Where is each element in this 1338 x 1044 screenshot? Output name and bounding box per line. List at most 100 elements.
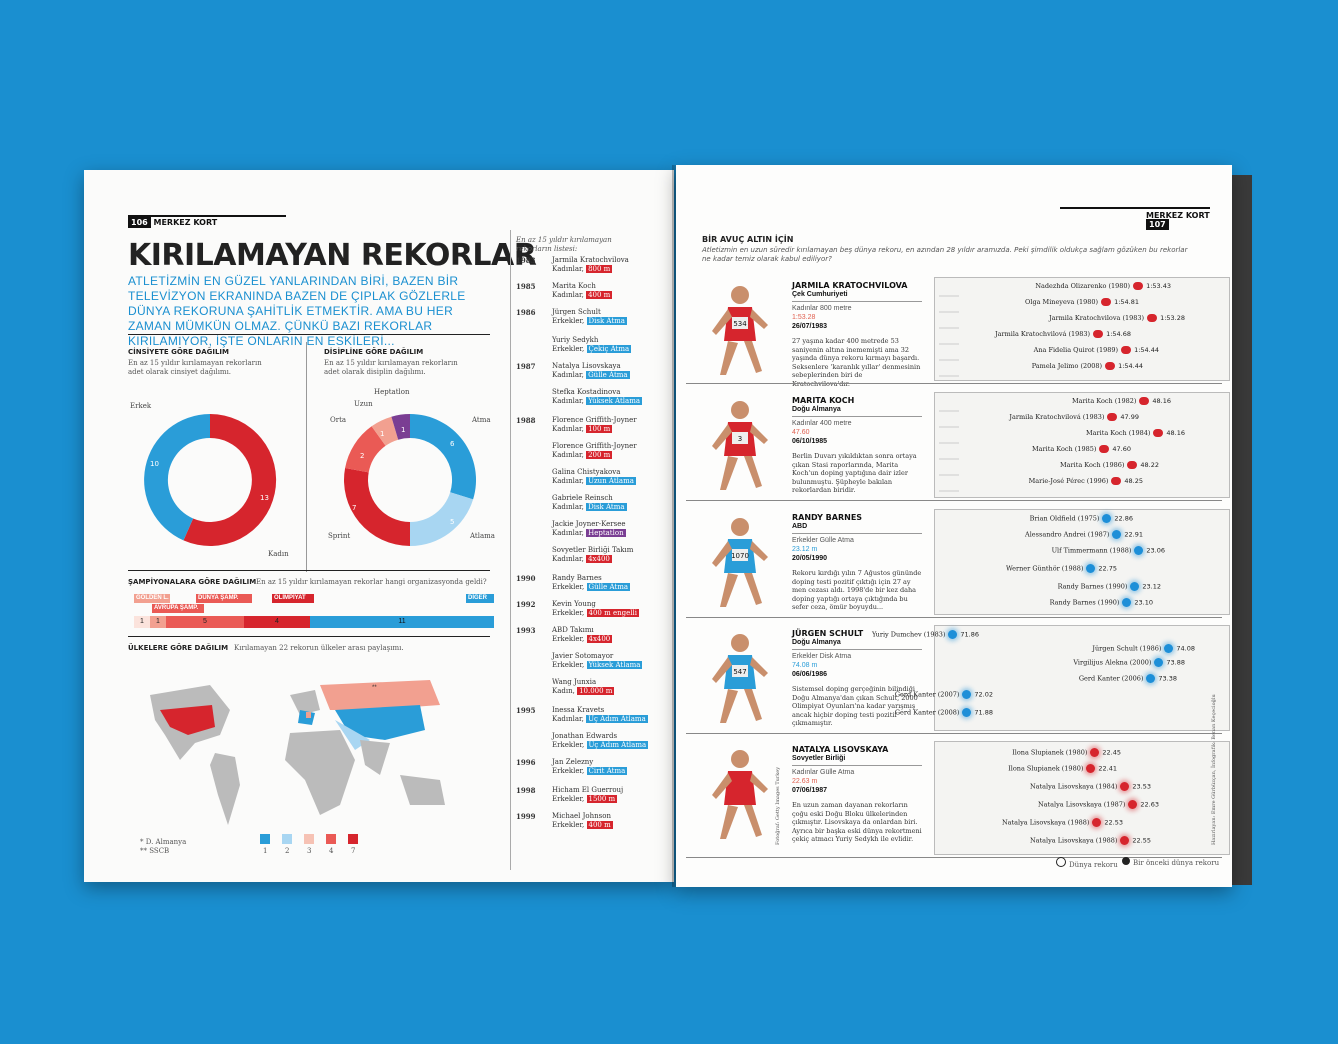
record-category: Erkekler,	[552, 635, 585, 643]
time-marker	[1093, 330, 1104, 338]
entry-athlete: Virgilijus Alekna (2000)	[1073, 658, 1152, 667]
sprint-label: Sprint	[328, 532, 351, 540]
circle-icon	[1122, 857, 1130, 865]
seg-atma	[410, 414, 477, 500]
record-category: Kadın,	[552, 687, 575, 695]
athlete-story: 27 yaşına kadar 400 metrede 53 saniyenin…	[792, 337, 921, 388]
champ-desc: En az 15 yıldır kırılamayan rekorlar han…	[256, 578, 487, 586]
seg-olympics: 4	[244, 616, 310, 628]
athlete-country: Çek Cumhuriyeti	[792, 291, 848, 298]
entry-value: 1:54.81	[1114, 298, 1139, 306]
distance-marker	[1130, 582, 1140, 591]
countries-desc: Kırılamayan 22 rekorun ülkeler arası pay…	[234, 644, 404, 652]
entry-athlete: Marita Koch (1982)	[1072, 397, 1137, 405]
record-name: Jarmila Kratochvilova	[552, 256, 629, 264]
entry-value: 73.38	[1158, 674, 1177, 683]
record-event: 200 m	[586, 451, 613, 459]
uzun-label: Uzun	[354, 400, 373, 408]
time-marker	[1099, 445, 1110, 453]
record-entry: Marie-José Pérec (1996) 48.25	[1029, 477, 1143, 485]
divider	[792, 533, 922, 534]
record-event-line: Kadınlar, 800 m	[552, 265, 613, 274]
athlete-record: 74.08 m	[792, 662, 818, 669]
record-event-line: Kadınlar, 4x400	[552, 555, 612, 564]
record-category: Erkekler,	[552, 821, 585, 829]
record-name: Florence Griffith-Joyner	[552, 442, 637, 450]
record-event-line: Erkekler, Üç Adım Atlama	[552, 741, 649, 750]
record-event-line: Erkekler, Yüksek Atlama	[552, 661, 643, 670]
legend-4	[326, 834, 336, 844]
spread-heading: BİR AVUÇ ALTIN İÇİN	[702, 235, 794, 244]
entry-value: 23.10	[1134, 598, 1153, 607]
record-entry: Jarmila Kratochvilova (1983) 1:53.28	[1049, 314, 1185, 322]
entry-value: 1:54.44	[1134, 346, 1159, 354]
distance-marker	[1120, 782, 1130, 791]
athlete-photo: 3	[712, 401, 768, 490]
male-value: 10	[150, 460, 159, 468]
bib-number: 3	[738, 435, 742, 443]
records-intro: En az 15 yıldır kırılamayan rekorların l…	[516, 236, 612, 253]
entry-value: 22.53	[1104, 818, 1123, 827]
record-entry: Marita Koch (1986) 48.22	[1060, 461, 1159, 469]
column-divider	[306, 342, 307, 572]
record-event-line: Kadınlar, Yüksek Atlama	[552, 397, 643, 406]
donut-male	[144, 414, 210, 541]
entry-athlete: Gerd Kanter (2007)	[894, 690, 960, 699]
record-name: Jackie Joyner-Kersee	[552, 520, 626, 528]
time-marker	[1101, 298, 1112, 306]
entry-athlete: Jarmila Kratochvilová (1983)	[995, 330, 1091, 338]
athlete-story: Sistemsel doping gerçeğinin bilindiği Do…	[792, 685, 918, 727]
folio-right: MERKEZ KORT 107	[1146, 211, 1232, 230]
entry-value: 73.88	[1166, 658, 1185, 667]
athlete-story: Berlin Duvarı yıkıldıktan sonra ortaya ç…	[792, 452, 917, 494]
record-event-line: Erkekler, Gülle Atma	[552, 583, 631, 592]
legend-7	[348, 834, 358, 844]
entry-value: 22.86	[1114, 514, 1133, 523]
athlete-story: En uzun zaman dayanan rekorların çoğu es…	[792, 801, 922, 843]
record-entry: Marita Koch (1984) 48.16	[1086, 429, 1185, 437]
record-name: Javier Sotomayor	[552, 652, 614, 660]
record-event-line: Kadınlar, Gülle Atma	[552, 371, 630, 380]
record-entry: Natalya Lisovskaya (1988) 22.55	[1030, 836, 1151, 845]
divider	[792, 649, 922, 650]
record-event: 400 m engelli	[586, 609, 639, 617]
record-category: Kadınlar,	[552, 715, 584, 723]
distance-marker	[1090, 748, 1100, 757]
distance-marker	[1086, 764, 1096, 773]
countries-heading: ÜLKELERE GÖRE DAĞILIM	[128, 644, 229, 652]
value-atlama: 5	[450, 518, 454, 526]
athlete-name: RANDY BARNES	[792, 513, 863, 522]
athlete-country: Doğu Almanya	[792, 406, 841, 413]
record-entry: Pamela Jelimo (2008) 1:54.44	[1032, 362, 1143, 370]
athlete-event: Kadınlar 800 metre	[792, 305, 852, 312]
record-event-line: Kadınlar, 200 m	[552, 451, 613, 460]
page-title: KIRILAMAYAN REKORLAR	[128, 238, 537, 273]
world-map: **	[150, 680, 445, 825]
record-entry: Randy Barnes (1990) 23.10	[1050, 598, 1153, 607]
record-name: Michael Johnson	[552, 812, 611, 820]
row-divider	[686, 500, 1222, 501]
record-year: 1990	[516, 574, 536, 583]
record-category: Kadınlar,	[552, 397, 584, 405]
record-year: 1983	[516, 256, 536, 265]
record-event-line: Kadınlar, 400 m	[552, 291, 613, 300]
record-name: Wang Junxia	[552, 678, 597, 686]
magazine-spread: 106 MERKEZ KORT KIRILAMAYAN REKORLAR ATL…	[84, 165, 1254, 887]
entry-value: 48.22	[1140, 461, 1159, 469]
record-event: Çekiç Atma	[586, 345, 632, 353]
record-event: Disk Atma	[586, 503, 627, 511]
record-name: Randy Barnes	[552, 574, 602, 582]
record-event: Üç Adım Atlama	[586, 715, 648, 723]
athlete-name: JÜRGEN SCHULT	[792, 629, 864, 638]
record-category: Kadınlar,	[552, 555, 584, 563]
athlete-date: 06/06/1986	[792, 671, 828, 678]
athlete-event: Kadınlar Gülle Atma	[792, 769, 855, 776]
entry-athlete: Ulf Timmermann (1988)	[1051, 546, 1132, 555]
record-event-line: Erkekler, Cirit Atma	[552, 767, 628, 776]
seg-heptatlon	[391, 414, 410, 440]
distance-marker	[948, 630, 958, 639]
entry-value: 1:53.43	[1146, 282, 1171, 290]
record-entry: Olga Mineyeva (1980) 1:54.81	[1025, 298, 1139, 306]
seg-world: 5	[166, 616, 244, 628]
athlete-photo: 1070	[712, 518, 768, 607]
